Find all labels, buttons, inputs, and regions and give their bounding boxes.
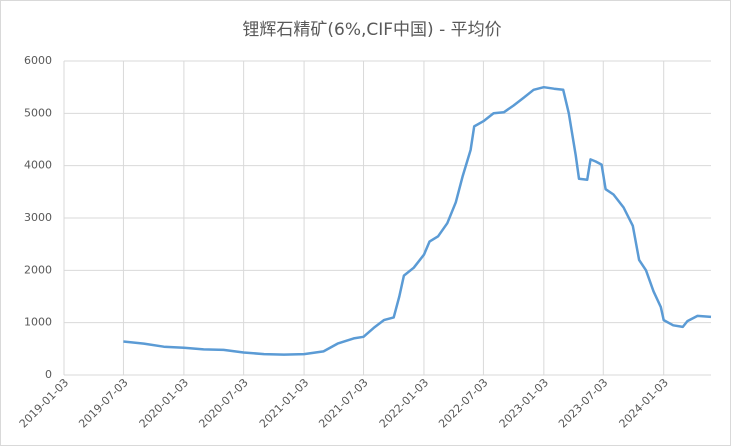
y-tick-label: 0	[45, 368, 52, 381]
chart-title: 锂辉石精矿(6%,CIF中国) - 平均价	[242, 20, 501, 40]
y-tick-label: 6000	[24, 54, 52, 67]
y-tick-label: 5000	[24, 106, 52, 119]
line-series	[123, 85, 712, 356]
y-tick-label: 3000	[24, 211, 52, 224]
y-tick-label: 4000	[24, 159, 52, 172]
y-tick-label: 2000	[24, 263, 52, 276]
y-tick-label: 1000	[24, 316, 52, 329]
